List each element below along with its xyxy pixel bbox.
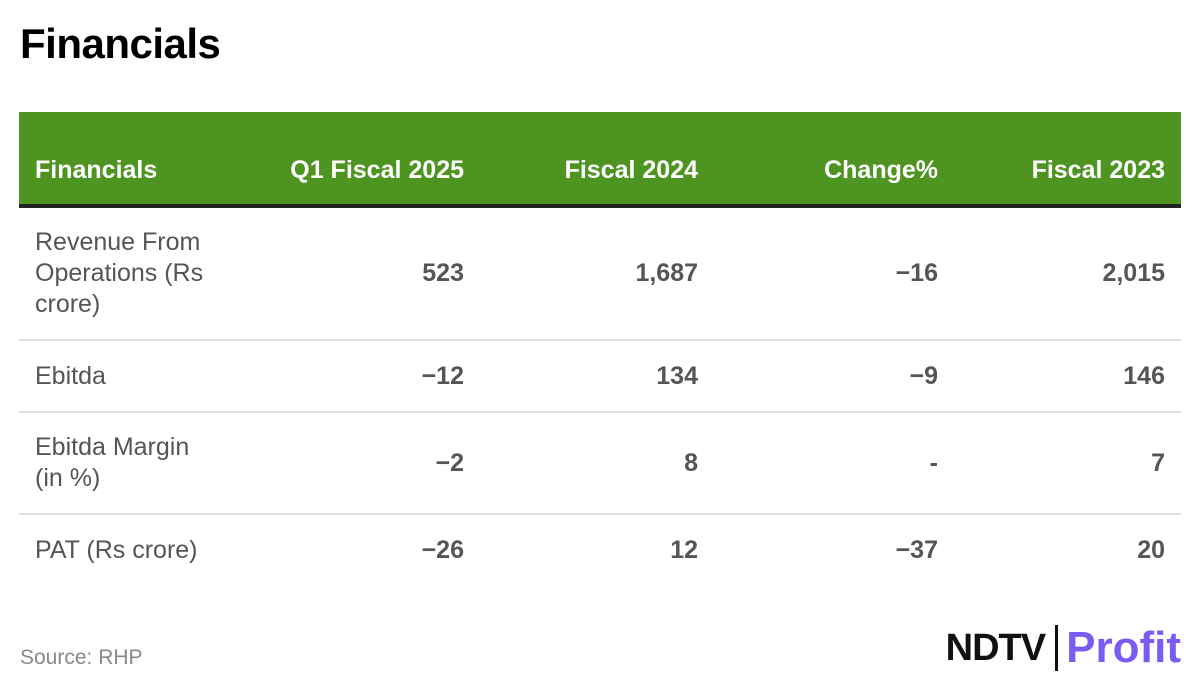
cell-value: −26: [421, 536, 464, 564]
cell-value: −16: [714, 206, 954, 341]
cell-value: 146: [954, 340, 1181, 413]
column-header-financials: Financials: [19, 112, 232, 208]
table-row: PAT (Rs crore) −26 12 −37 20: [19, 514, 1181, 586]
row-label: Revenue From Operations (Rs crore): [19, 206, 232, 341]
financials-table: Financials Q1 Fiscal 2025 Fiscal 2024 Ch…: [19, 112, 1181, 586]
cell-value: 1,687: [480, 206, 714, 341]
cell-value: 134: [480, 340, 714, 413]
cell-value: −2: [232, 412, 480, 515]
table-row: Revenue From Operations (Rs crore) 523 1…: [19, 206, 1181, 341]
cell-value: 8: [480, 412, 714, 515]
page-title: Financials: [20, 20, 221, 67]
row-label: Ebitda: [19, 340, 232, 413]
cell-value: 12: [670, 536, 698, 564]
column-header-change: Change%: [714, 112, 954, 208]
row-label: Ebitda Margin (in %): [19, 412, 232, 515]
cell-value: 2,015: [954, 206, 1181, 341]
logo-divider: [1055, 625, 1059, 671]
profit-wordmark: Profit: [1066, 623, 1181, 672]
cell-value: −12: [232, 340, 480, 413]
column-header-fiscal-2024: Fiscal 2024: [480, 112, 714, 208]
cell-value: -: [714, 412, 954, 515]
table-header-row: Financials Q1 Fiscal 2025 Fiscal 2024 Ch…: [19, 112, 1181, 208]
ndtv-profit-logo: NDTV Profit: [946, 622, 1181, 674]
cell-value: −9: [714, 340, 954, 413]
column-header-q1-fiscal-2025: Q1 Fiscal 2025: [232, 112, 480, 208]
cell-value: −37: [895, 536, 938, 564]
cell-value: 20: [1137, 536, 1165, 564]
column-header-fiscal-2023: Fiscal 2023: [954, 112, 1181, 208]
ndtv-wordmark: NDTV: [945, 626, 1046, 669]
source-note: Source: RHP: [20, 646, 143, 669]
table-row: Ebitda −12 134 −9 146: [19, 340, 1181, 413]
table-row: Ebitda Margin (in %) −2 8 - 7: [19, 412, 1181, 515]
row-label: PAT (Rs crore): [35, 536, 198, 564]
cell-value: 7: [954, 412, 1181, 515]
cell-value: 523: [232, 206, 480, 341]
